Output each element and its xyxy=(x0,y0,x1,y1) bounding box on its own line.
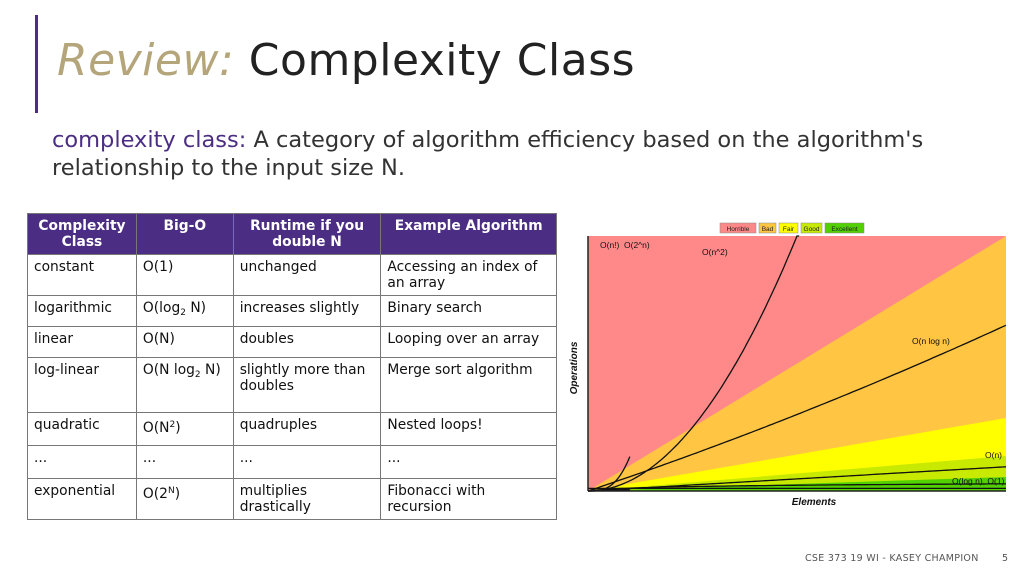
legend-swatch-horrible xyxy=(719,222,757,234)
legend-swatch-fair xyxy=(778,222,799,234)
cell-big-o: O(log2 N) xyxy=(135,295,234,327)
curve-label: O(n^2) xyxy=(702,247,728,257)
cell-class: log-linear xyxy=(27,357,137,413)
cell-example: Binary search xyxy=(380,295,557,327)
legend-swatch-excellent xyxy=(824,222,865,234)
big-o-text-end: ) xyxy=(174,486,181,502)
chart-legend: Horrible Bad Fair Good Excellent xyxy=(719,222,865,234)
title-prefix: Review: xyxy=(57,35,235,86)
cell-class: exponential xyxy=(27,478,137,520)
cell-class: constant xyxy=(27,254,137,296)
cell-class: logarithmic xyxy=(27,295,137,327)
cell-example: Looping over an array xyxy=(380,326,557,358)
definition-term: complexity class: xyxy=(52,127,247,153)
cell-runtime: quadruples xyxy=(232,412,382,446)
legend-label-fair: Fair xyxy=(783,226,795,233)
table-row: quadratic O(N2) quadruples Nested loops! xyxy=(27,412,557,446)
table-row: constant O(1) unchanged Accessing an ind… xyxy=(27,254,557,296)
definition-body: A category of algorithm efficiency based… xyxy=(52,127,924,181)
page-number: 5 xyxy=(1002,553,1009,564)
big-o-subscript: 2 xyxy=(194,370,201,380)
table-row: linear O(N) doubles Looping over an arra… xyxy=(27,326,557,358)
big-o-superscript: 2 xyxy=(169,420,176,430)
curve-quadratic xyxy=(588,235,800,492)
cell-class: linear xyxy=(27,326,137,358)
cell-runtime: unchanged xyxy=(232,254,382,296)
big-o-text: O(N xyxy=(142,420,170,436)
table-row: log-linear O(N log2 N) slightly more tha… xyxy=(27,357,557,413)
legend-label-excellent: Excellent xyxy=(831,226,858,233)
curve-n-log-n xyxy=(587,324,1007,492)
cell-runtime: doubles xyxy=(232,326,382,358)
cell-example: Fibonacci with recursion xyxy=(380,478,557,520)
table-row: ... ... ... ... xyxy=(27,445,557,479)
header-example: Example Algorithm xyxy=(380,213,557,255)
legend-label-good: Good xyxy=(804,226,820,233)
title-accent-bar xyxy=(35,15,38,113)
curve-label: O(2^n) xyxy=(624,240,650,250)
zone-excellent xyxy=(588,477,1006,491)
cell-runtime: slightly more than doubles xyxy=(232,357,382,413)
curve-log-n xyxy=(587,483,1006,492)
complexity-zones xyxy=(588,236,1006,491)
table-row: exponential O(2N) multiplies drastically… xyxy=(27,478,557,520)
cell-example: Merge sort algorithm xyxy=(380,357,557,413)
cell-runtime: ... xyxy=(232,445,382,479)
legend-swatch-bad xyxy=(758,222,777,234)
title-main: Complexity Class xyxy=(248,35,636,86)
big-o-text: O(log xyxy=(142,300,181,316)
complexity-table: Complexity Class Big-O Runtime if you do… xyxy=(27,213,557,520)
cell-big-o: ... xyxy=(135,445,234,479)
cell-runtime: increases slightly xyxy=(232,295,382,327)
cell-example: Nested loops! xyxy=(380,412,557,446)
header-big-o: Big-O xyxy=(135,213,234,255)
legend-swatch-good xyxy=(800,222,823,234)
table-header-row: Complexity Class Big-O Runtime if you do… xyxy=(27,213,557,255)
curve-labels: O(n!) O(2^n) O(n^2) O(n log n) O(n) O(log n),… xyxy=(600,240,1005,486)
cell-big-o: O(N log2 N) xyxy=(135,357,234,413)
curve-label: O(n!) xyxy=(600,240,620,250)
cell-big-o: O(N) xyxy=(135,326,234,358)
curve-label: O(n) xyxy=(985,450,1002,460)
cell-big-o: O(1) xyxy=(135,254,234,296)
big-o-text-end: ) xyxy=(175,420,181,436)
cell-example: ... xyxy=(380,445,557,479)
footer-course: CSE 373 19 WI - KASEY CHAMPION xyxy=(805,553,979,564)
curve-label: O(n log n) xyxy=(912,336,950,346)
big-o-complexity-chart: Horrible Bad Fair Good Excellent O(n!) O(2^n)… xyxy=(569,222,1007,508)
big-o-text: O(2 xyxy=(142,486,168,502)
cell-big-o: O(2N) xyxy=(135,478,234,520)
x-axis-label: Elements xyxy=(792,497,837,508)
cell-class: quadratic xyxy=(27,412,137,446)
big-o-text-end: N) xyxy=(185,300,207,316)
slide-title: Review: Complexity Class xyxy=(57,33,635,89)
complexity-curves xyxy=(587,235,1007,492)
big-o-text: O(N log xyxy=(142,362,195,378)
big-o-superscript: N xyxy=(167,486,175,496)
cell-class: ... xyxy=(27,445,137,479)
header-complexity-class: Complexity Class xyxy=(27,213,137,255)
big-o-text-end: N) xyxy=(200,362,221,378)
table-row: logarithmic O(log2 N) increases slightly… xyxy=(27,295,557,327)
definition-text: complexity class: A category of algorith… xyxy=(52,126,952,182)
cell-runtime: multiplies drastically xyxy=(232,478,382,520)
cell-example: Accessing an index of an array xyxy=(380,254,557,296)
legend-label-bad: Bad xyxy=(762,226,774,233)
big-o-subscript: 2 xyxy=(180,308,186,318)
y-axis-label: Operations xyxy=(569,341,580,394)
header-runtime: Runtime if you double N xyxy=(232,213,382,255)
cell-big-o: O(N2) xyxy=(135,412,234,446)
curve-label: O(log n), O(1) xyxy=(952,476,1005,486)
legend-label-horrible: Horrible xyxy=(727,226,750,233)
